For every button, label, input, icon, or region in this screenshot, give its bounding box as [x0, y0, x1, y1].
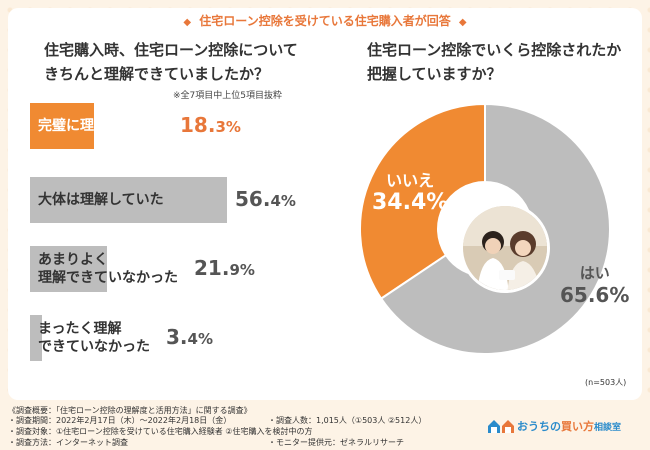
logo-text-1: おうちの — [517, 420, 561, 433]
question-right-line: 住宅ローン控除でいくら控除されたか — [367, 41, 622, 59]
note: ※全7項目中上位5項目抜粋 — [173, 91, 282, 101]
sample-size-label: (n=503人) — [585, 378, 627, 387]
bar-category-line: 大体は理解していた — [38, 192, 164, 208]
logo-text-3: 相談室 — [594, 422, 622, 433]
bar-row: 完璧に理解していた — [30, 103, 164, 149]
bar-category-line: 理解できていなかった — [38, 270, 178, 286]
question-right: 住宅ローン控除でいくら控除されたか 把握していますか？ — [367, 38, 637, 86]
bar-category-label: まったく理解できていなかった — [30, 320, 150, 356]
bar-category-label: 大体は理解していた — [30, 191, 164, 209]
bar-category-label: あまりよく理解できていなかった — [30, 251, 178, 287]
brand-logo: おうちの 買い方 相談室 — [487, 418, 621, 434]
bar-category-line: できていなかった — [38, 339, 150, 355]
question-left-line: きちんと理解できていましたか？ — [44, 65, 270, 83]
footer-right: ・調査人数：1,015人（①503人 ②512人） ・モニター提供元：ゼネラルリ… — [268, 415, 426, 448]
logo-text-2: 買い方 — [561, 420, 594, 433]
pie-slice — [359, 102, 486, 300]
bar — [30, 315, 42, 361]
bar-value-label: 21.9% — [194, 256, 255, 280]
bar-row: 大体は理解していた — [30, 177, 227, 223]
footer-left: ・調査期間：2022年2月17日（木）〜2022年2月18日（金） ・調査対象：… — [8, 415, 312, 448]
pie-slice-label: はい 65.6% — [560, 262, 629, 306]
question-left-line: 住宅購入時、住宅ローン控除について — [44, 41, 298, 59]
couple-photo — [460, 203, 550, 293]
pie-chart — [359, 102, 611, 355]
pie-value-text: 65.6% — [560, 283, 630, 307]
bar-value-label: 3.4% — [166, 325, 213, 349]
bar — [30, 246, 107, 292]
bar-category-line: 完璧に理解していた — [38, 118, 164, 134]
pie-category-text: いいえ — [386, 171, 435, 190]
house-icon — [488, 420, 514, 433]
footer-line: ・モニター提供元：ゼネラルリサーチ — [268, 438, 404, 447]
footer-line: ・調査期間：2022年2月17日（木）〜2022年2月18日（金） — [8, 416, 232, 425]
bar-category-label: 完璧に理解していた — [30, 117, 164, 135]
footer-line: ・調査方法：インターネット調査 — [8, 438, 128, 447]
header-banner: ◆ 住宅ローン控除を受けている住宅購入者が回答 ◆ — [0, 12, 650, 29]
bar-category-line: まったく理解 — [38, 321, 122, 337]
pie-svg — [359, 102, 611, 355]
question-left: 住宅購入時、住宅ローン控除について きちんと理解できていましたか？ — [44, 38, 344, 86]
diamond-icon: ◆ — [183, 17, 192, 28]
bar — [30, 103, 94, 149]
footer-line: ・調査対象：①住宅ローン控除を受けている住宅購入経験者 ②住宅購入を検討中の方 — [8, 427, 313, 436]
footer-title: 《調査概要：「住宅ローン控除の理解度と活用方法」に関する調査》 — [8, 406, 252, 415]
question-right-line: 把握していますか？ — [367, 65, 502, 83]
bar-value-label: 56.4% — [235, 187, 296, 211]
pie-value-text: 34.4% — [372, 190, 449, 215]
bar-row: あまりよく理解できていなかった — [30, 246, 178, 292]
bar-category-line: あまりよく — [38, 252, 108, 268]
bar — [30, 177, 227, 223]
pie-slice-label: いいえ 34.4% — [372, 170, 448, 214]
pie-category-text: はい — [579, 264, 610, 282]
bar-value-label: 18.3% — [180, 113, 241, 137]
footer-line: ・調査人数：1,015人（①503人 ②512人） — [268, 416, 427, 425]
bar-row: まったく理解できていなかった — [30, 315, 150, 361]
header-text: 住宅ローン控除を受けている住宅購入者が回答 — [199, 14, 451, 28]
diamond-icon: ◆ — [458, 17, 467, 28]
footer: 《調査概要：「住宅ローン控除の理解度と活用方法」に関する調査》 ・調査期間：20… — [0, 400, 650, 450]
